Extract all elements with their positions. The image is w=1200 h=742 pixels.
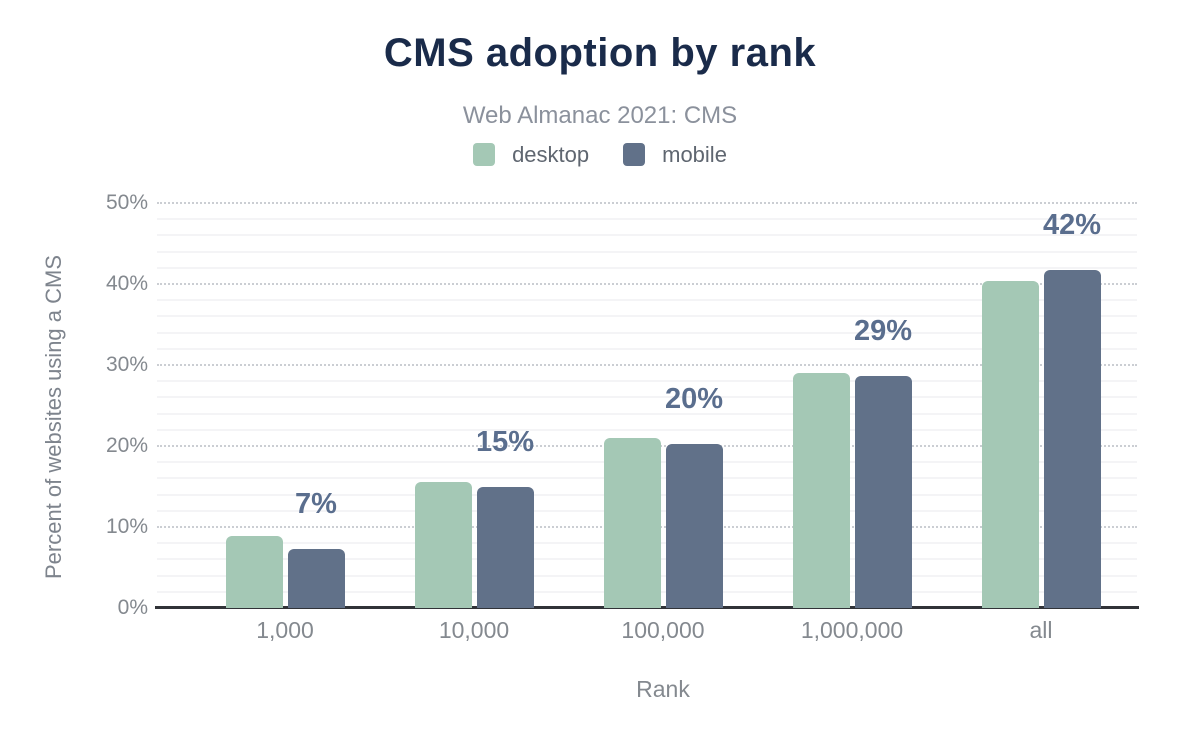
bar-desktop-1-000-000[interactable] [792,373,850,608]
gridline-minor-48 [157,218,1137,221]
bar-desktop-100-000[interactable] [603,437,661,608]
bar-desktop-10-000[interactable] [414,481,472,608]
bar-mobile-100-000[interactable] [665,444,723,608]
bar-desktop-1-000[interactable] [225,535,283,608]
gridline-minor-42 [157,266,1137,269]
legend-item-desktop[interactable]: desktop [473,143,589,166]
desktop-swatch-icon [473,143,496,166]
y-tick-20-: 20% [105,434,148,457]
x-tick-all: all [1029,617,1053,643]
bar-mobile-all[interactable] [1043,270,1101,608]
bar-desktop-all[interactable] [981,280,1039,608]
x-tick-1-000: 1,000 [256,617,314,643]
gridline-minor-46 [157,234,1137,237]
gridline-minor-32 [157,347,1137,350]
gridline-minor-28 [157,380,1137,383]
gridline-minor-22 [157,428,1137,431]
gridline-major-30 [157,364,1137,366]
x-tick-1-000-000: 1,000,000 [800,617,904,643]
gridline-major-40 [157,283,1137,285]
y-tick-30-: 30% [105,353,148,376]
bar-mobile-1-000[interactable] [287,548,345,608]
y-tick-50-: 50% [105,191,148,214]
gridline-minor-24 [157,412,1137,415]
data-label-100-000: 20% [664,383,724,416]
y-tick-0-: 0% [117,596,148,619]
gridline-minor-38 [157,299,1137,302]
gridline-minor-26 [157,396,1137,399]
plot-area: 7% 15% 20% 29% 42% [155,166,1139,609]
gridline-major-50 [157,202,1137,204]
data-label-all: 42% [1042,209,1102,242]
data-label-1-000-000: 29% [853,315,913,348]
gridline-minor-44 [157,250,1137,253]
data-label-10-000: 15% [475,426,535,459]
x-tick-100-000: 100,000 [621,617,705,643]
gridline-minor-34 [157,331,1137,334]
chart-title: CMS adoption by rank [383,31,817,75]
y-tick-10-: 10% [105,515,148,538]
x-tick-10-000: 10,000 [438,617,510,643]
gridline-minor-36 [157,315,1137,318]
legend: desktop mobile [0,143,1200,166]
data-label-1-000: 7% [295,487,337,520]
legend-item-mobile[interactable]: mobile [623,143,727,166]
bar-mobile-1-000-000[interactable] [854,376,912,608]
legend-label-desktop: desktop [512,141,590,167]
mobile-swatch-icon [623,143,646,166]
bar-mobile-10-000[interactable] [476,487,534,608]
legend-label-mobile: mobile [662,141,727,167]
chart-subtitle: Web Almanac 2021: CMS [462,102,738,129]
x-axis-title: Rank [636,676,690,702]
y-tick-40-: 40% [105,272,148,295]
